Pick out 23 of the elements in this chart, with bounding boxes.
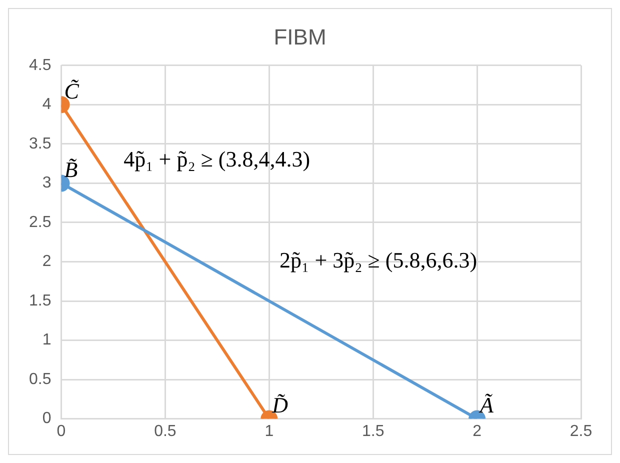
y-tick-label: 1.5 — [28, 292, 52, 310]
annotation: 4p̃₁ + p̃₂ ≥ (3.8,4,4.3) — [124, 146, 310, 172]
x-tick-label: 0.5 — [154, 422, 176, 440]
annotation: 2p̃₁ + 3p̃₂ ≥ (5.8,6,6.3) — [280, 247, 478, 272]
chart-title: FIBM — [274, 24, 326, 50]
x-tick-label: 2 — [472, 422, 482, 440]
annotation: C̃ — [64, 78, 80, 104]
y-tick-label: 3.5 — [28, 135, 52, 152]
y-tick-label: 2.5 — [28, 214, 52, 231]
y-tick-label: 1 — [42, 332, 52, 349]
y-tick-label: 0 — [42, 410, 52, 428]
y-tick-label: 2 — [42, 253, 52, 270]
x-tick-label: 0 — [56, 422, 66, 440]
y-tick-label: 4 — [42, 96, 52, 114]
annotation: Ã — [478, 392, 494, 418]
x-tick-label: 2.5 — [570, 422, 592, 440]
y-tick-label: 3 — [42, 174, 52, 192]
y-tick-label: 0.5 — [28, 370, 52, 388]
annotation: B̃ — [64, 156, 78, 182]
x-tick-label: 1 — [264, 422, 274, 440]
y-tick-label: 4.5 — [28, 56, 52, 74]
annotation: D̃ — [271, 392, 288, 418]
x-tick-label: 1.5 — [362, 422, 384, 440]
